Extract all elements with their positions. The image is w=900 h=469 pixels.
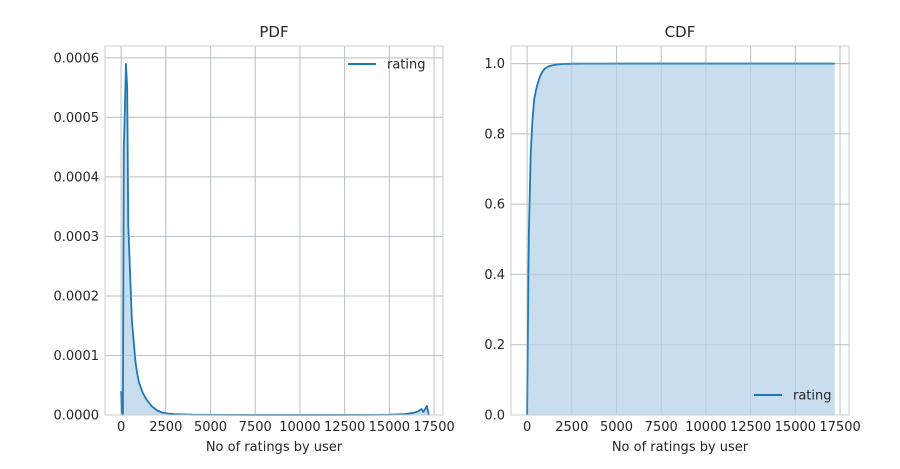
y-tick-label: 0.0004 [54, 170, 100, 185]
legend-entry: rating [387, 58, 426, 73]
y-tick-label: 0.0003 [54, 230, 100, 245]
x-tick-label: 17500 [413, 420, 454, 435]
x-tick-label: 12500 [730, 420, 771, 435]
y-tick-label: 0.0006 [54, 51, 100, 66]
y-tick-label: 1.0 [484, 57, 505, 72]
legend: rating [754, 389, 832, 404]
pdf-panel: 0 2500 5000 7500 10000 12500 15000 17500 0.0000 0… [54, 23, 455, 455]
chart-title: PDF [259, 23, 288, 41]
x-tick-label: 0 [117, 420, 125, 435]
y-tick-label: 0.6 [484, 198, 505, 213]
x-axis-label: No of ratings by user [206, 440, 343, 455]
y-tick-label: 0.0 [484, 409, 505, 424]
x-tick-label: 5000 [600, 420, 633, 435]
plot-frame [510, 45, 850, 416]
x-axis-label: No of ratings by user [612, 440, 749, 455]
y-tick-label: 0.0001 [54, 349, 100, 364]
x-tick-label: 12500 [324, 420, 365, 435]
y-tick-label: 0.4 [484, 268, 505, 283]
cdf-panel: 0 2500 5000 7500 10000 12500 15000 17500 0.0 0.2 0… [484, 23, 860, 455]
plot-area [105, 46, 443, 415]
y-tick-label: 0.0005 [54, 111, 100, 126]
series-line-rating [526, 62, 835, 416]
x-tick-label: 0 [523, 420, 531, 435]
x-tick-label: 7500 [645, 420, 678, 435]
y-tick-label: 0.2 [484, 338, 505, 353]
chart-title: CDF [665, 23, 696, 41]
x-tick-label: 15000 [369, 420, 410, 435]
y-tick-label: 0.8 [484, 127, 505, 142]
x-tick-label: 5000 [194, 420, 227, 435]
legend: rating [348, 58, 426, 73]
x-tick-label: 17500 [819, 420, 860, 435]
x-tick-label: 15000 [775, 420, 816, 435]
x-tick-label: 2500 [555, 420, 588, 435]
x-tick-label: 10000 [685, 420, 726, 435]
legend-entry: rating [793, 389, 832, 404]
x-tick-label: 2500 [149, 420, 182, 435]
x-tick-label: 7500 [239, 420, 272, 435]
plot-frame [104, 45, 444, 416]
y-tick-label: 0.0002 [54, 289, 100, 304]
x-tick-label: 10000 [279, 420, 320, 435]
y-tick-label: 0.0000 [54, 409, 100, 424]
series-area-rating [527, 63, 835, 415]
series-line-rating [120, 62, 430, 416]
